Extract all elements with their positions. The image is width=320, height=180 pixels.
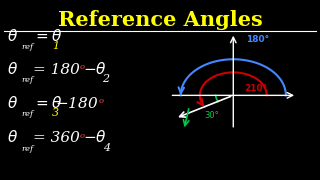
Text: 2: 2 <box>102 74 109 84</box>
Text: o: o <box>80 132 85 140</box>
Text: $-\theta$: $-\theta$ <box>83 61 107 77</box>
Text: 180°: 180° <box>246 35 269 44</box>
Text: 3: 3 <box>52 108 60 118</box>
Text: $\theta$: $\theta$ <box>7 94 18 111</box>
Text: ref: ref <box>21 43 34 51</box>
Text: $-$180: $-$180 <box>55 96 99 111</box>
Text: $\theta$: $\theta$ <box>7 129 18 145</box>
Text: = 360: = 360 <box>33 131 79 145</box>
Text: $\theta$: $\theta$ <box>7 61 18 77</box>
Text: Reference Angles: Reference Angles <box>58 10 262 30</box>
Text: 210°: 210° <box>244 84 268 93</box>
Text: = 180: = 180 <box>33 63 79 77</box>
Text: $- \theta$: $- \theta$ <box>83 129 107 145</box>
Text: $= \theta$: $= \theta$ <box>33 94 62 111</box>
Text: ref: ref <box>21 145 34 152</box>
Text: 4: 4 <box>103 143 110 152</box>
Text: $\theta$: $\theta$ <box>7 28 18 44</box>
Text: ref: ref <box>21 110 34 118</box>
Text: ref: ref <box>21 76 34 84</box>
Text: 1: 1 <box>52 41 60 51</box>
Text: o: o <box>99 97 104 105</box>
Text: o: o <box>80 63 85 71</box>
Text: $= \theta$: $= \theta$ <box>33 28 62 44</box>
Text: 30°: 30° <box>204 111 219 120</box>
